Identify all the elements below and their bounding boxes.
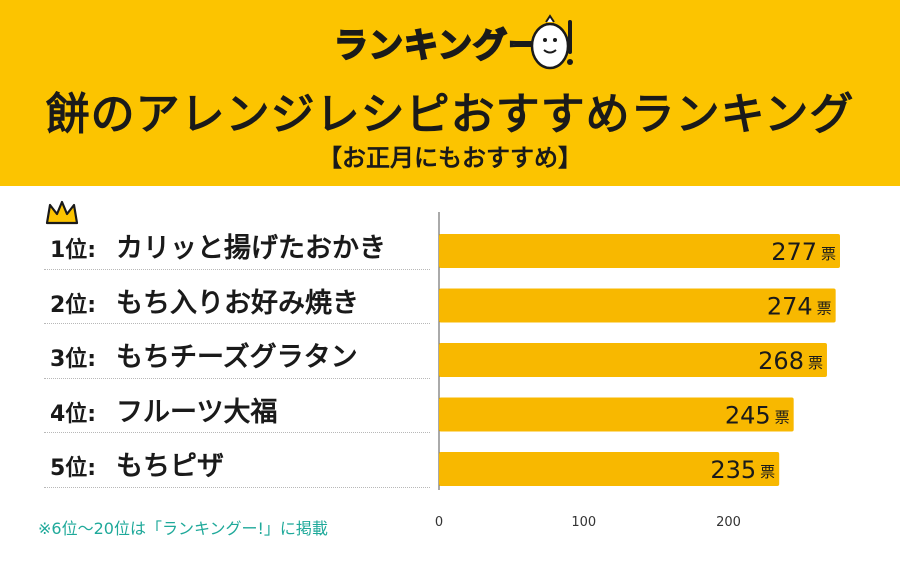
header-banner: ランキングー! 餅のアレンジレシピおすすめランキング 【お正月にもおすすめ】 — [0, 0, 900, 186]
bar-value-label: 235 — [710, 456, 756, 484]
row-separator — [44, 268, 430, 270]
bar-value-label: 274 — [767, 293, 813, 321]
rank-row: 2位: もち入りお好み焼き — [0, 279, 430, 335]
mascot-icon — [530, 14, 573, 70]
category-label: もちピザ — [116, 451, 224, 482]
footnote: ※6位〜20位は「ランキングー!」に掲載 — [38, 519, 328, 538]
row-separator — [44, 377, 430, 379]
page-subtitle: 【お正月にもおすすめ】 — [318, 144, 582, 172]
rank-number: 2位: — [50, 292, 97, 318]
bar-unit-label: 票 — [817, 300, 832, 318]
x-tick-label: 0 — [435, 515, 443, 530]
rank-row: 4位: フルーツ大福 — [0, 388, 430, 444]
category-label: もち入りお好み焼き — [116, 287, 359, 319]
row-separator — [44, 486, 430, 488]
bar — [439, 234, 840, 268]
rank-row: 3位: もちチーズグラタン — [0, 333, 430, 389]
rank-row: 1位: カリッと揚げたおかき — [0, 224, 430, 280]
bar — [439, 397, 794, 432]
site-logo[interactable]: ランキングー! — [333, 14, 574, 72]
bar-unit-label: 票 — [760, 463, 775, 481]
rank-number: 4位: — [50, 401, 97, 427]
bar-unit-label: 票 — [775, 409, 790, 427]
category-label: もちチーズグラタン — [116, 342, 358, 373]
bar — [439, 343, 827, 377]
crown-icon — [45, 200, 79, 225]
rank-row: 5位: もちピザ — [0, 442, 430, 498]
bar-value-label: 268 — [758, 347, 804, 375]
page-title: 餅のアレンジレシピおすすめランキング — [45, 89, 855, 140]
rank-number: 3位: — [50, 347, 97, 372]
rank-number: 1位: — [50, 238, 97, 263]
row-separator — [44, 432, 430, 433]
x-tick-label: 200 — [716, 515, 741, 530]
rank-number: 5位: — [50, 456, 97, 481]
bar-unit-label: 票 — [821, 245, 836, 263]
bar-unit-label: 票 — [808, 354, 823, 372]
x-tick-label: 100 — [571, 515, 596, 530]
bar — [439, 288, 836, 323]
logo-text: ランキングー! — [333, 25, 560, 67]
bar — [439, 452, 780, 486]
row-separator — [44, 323, 430, 324]
bar-value-label: 277 — [771, 238, 817, 266]
category-label: カリッと揚げたおかき — [116, 233, 386, 264]
bar-value-label: 245 — [725, 402, 771, 430]
category-label: フルーツ大福 — [116, 396, 278, 428]
